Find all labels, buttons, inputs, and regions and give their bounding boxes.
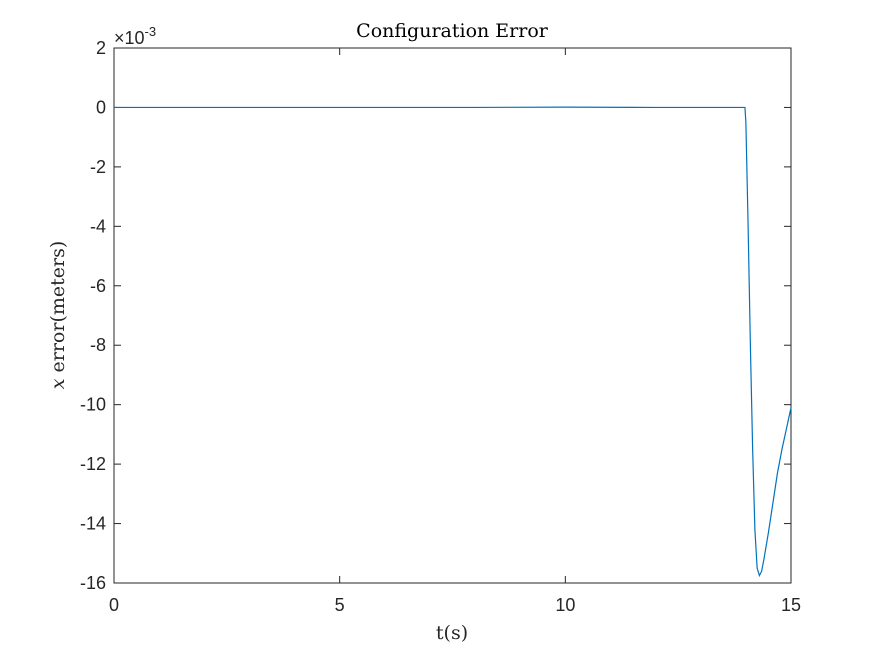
y-tick-label-6: -10 — [80, 395, 106, 415]
y-axis-label-text: error(meters) — [47, 241, 69, 379]
y-tick-label-3: -4 — [90, 216, 106, 236]
y-tick-label-9: -16 — [80, 573, 106, 593]
y-axis-exponent-power: -3 — [145, 24, 157, 39]
y-axis-label-variable: x — [47, 378, 69, 389]
y-axis-exponent-base: ×10 — [114, 28, 145, 48]
x-tick-label-3: 15 — [781, 595, 801, 615]
y-tick-label-4: -6 — [90, 276, 106, 296]
x-tick-label-1: 5 — [335, 595, 345, 615]
series-layer — [114, 106, 792, 578]
x-tick-label-0: 0 — [109, 595, 119, 615]
y-tick-label-0: 2 — [96, 38, 106, 58]
plot-area — [113, 47, 792, 584]
y-axis-label: x error(meters) — [47, 241, 69, 390]
y-axis-exponent: ×10-3 — [114, 24, 156, 48]
y-tick-label-8: -14 — [80, 514, 106, 534]
y-tick-label-2: -2 — [90, 157, 106, 177]
x-axis-label: t(s) — [436, 622, 468, 644]
series-line-0 — [114, 106, 792, 578]
x-tick-label-2: 10 — [555, 595, 575, 615]
y-tick-label-7: -12 — [80, 454, 106, 474]
y-tick-label-1: 0 — [96, 97, 106, 117]
chart-title: Configuration Error — [356, 20, 549, 42]
y-tick-label-5: -8 — [90, 335, 106, 355]
